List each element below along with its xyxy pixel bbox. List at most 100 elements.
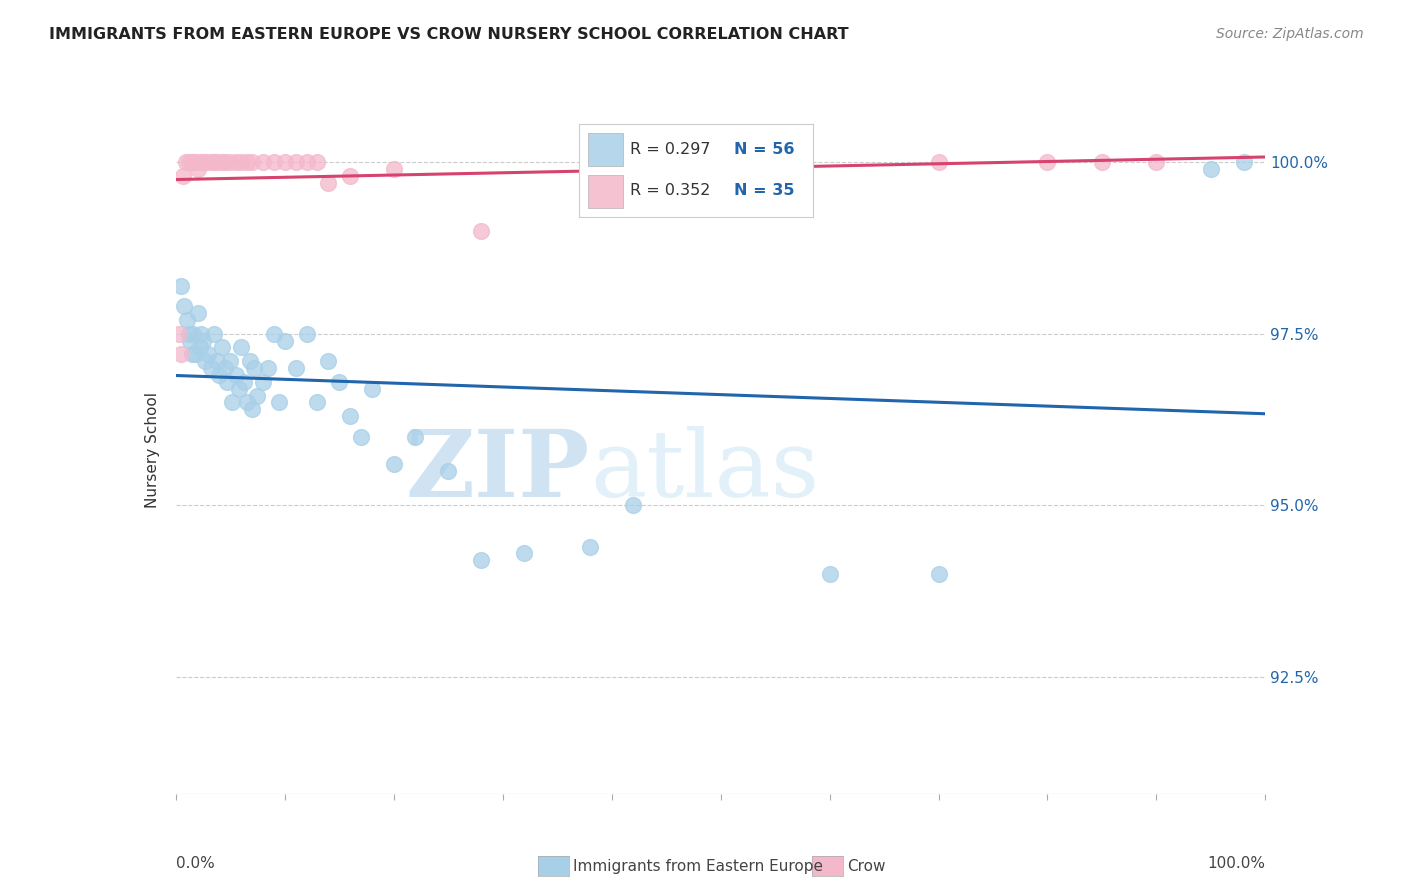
Point [225,155,247,169]
Text: Source: ZipAtlas.com: Source: ZipAtlas.com [1216,27,1364,41]
Point [235,395,257,409]
Point [239,354,262,368]
Point [188,341,211,355]
Point [318,354,340,368]
Point [295,326,318,341]
Point [219,155,242,169]
Point [235,155,257,169]
Point [233,375,256,389]
Point [470,224,492,238]
Point [470,553,492,567]
Point [215,375,238,389]
Point [284,155,307,169]
Point [405,430,427,444]
Point [219,354,242,368]
Point [257,361,280,376]
Point [339,169,361,183]
Text: ZIP: ZIP [405,426,591,516]
Point [269,395,291,409]
Point [274,334,297,348]
Point [211,341,233,355]
Point [252,155,274,169]
Point [1091,155,1114,169]
Point [621,499,644,513]
Point [225,368,247,382]
Text: Crow: Crow [846,859,886,873]
Point [1144,155,1167,169]
Text: 0.0%: 0.0% [176,856,215,871]
Point [928,567,950,582]
Point [240,155,263,169]
Point [205,155,228,169]
Point [1199,161,1222,176]
Point [579,540,602,554]
Point [928,155,950,169]
Text: IMMIGRANTS FROM EASTERN EUROPE VS CROW NURSERY SCHOOL CORRELATION CHART: IMMIGRANTS FROM EASTERN EUROPE VS CROW N… [49,27,849,42]
Point [174,155,197,169]
Point [231,155,253,169]
Point [170,278,193,293]
Point [214,361,236,376]
Point [200,361,222,376]
Point [318,176,340,190]
Point [1036,155,1059,169]
Point [214,155,236,169]
Point [188,155,211,169]
Point [184,155,207,169]
Point [437,464,460,478]
Point [360,382,382,396]
Point [382,457,405,471]
Point [191,334,214,348]
Point [197,347,219,361]
Point [228,382,250,396]
Point [173,299,195,313]
Text: 100.0%: 100.0% [1208,856,1265,871]
Point [243,361,266,376]
Point [328,375,350,389]
Point [202,155,225,169]
Point [181,326,204,341]
Point [339,409,361,424]
Point [208,368,231,382]
Point [172,169,194,183]
Point [307,155,329,169]
Point [184,347,207,361]
Point [200,155,222,169]
Point [240,402,263,417]
Text: atlas: atlas [591,426,820,516]
Point [179,334,201,348]
Point [307,395,329,409]
Point [221,395,243,409]
Point [274,155,297,169]
Point [246,388,269,402]
Point [167,326,190,341]
Point [176,313,198,327]
Point [205,354,228,368]
Point [190,326,212,341]
Point [186,306,209,320]
Y-axis label: Nursery School: Nursery School [145,392,160,508]
Point [1232,155,1256,169]
Point [284,361,307,376]
Point [513,547,536,561]
Point [295,155,318,169]
Text: Immigrants from Eastern Europe: Immigrants from Eastern Europe [574,859,823,873]
Point [202,326,225,341]
Point [263,326,285,341]
Point [177,326,200,341]
Point [181,155,204,169]
Point [181,347,204,361]
Point [231,341,253,355]
Point [350,430,373,444]
Point [177,155,200,169]
Point [195,155,218,169]
Point [818,567,841,582]
Point [194,354,217,368]
Point [186,161,209,176]
Point [191,155,214,169]
Point [382,161,405,176]
Point [170,347,193,361]
Point [263,155,285,169]
Point [211,155,233,169]
Point [252,375,274,389]
